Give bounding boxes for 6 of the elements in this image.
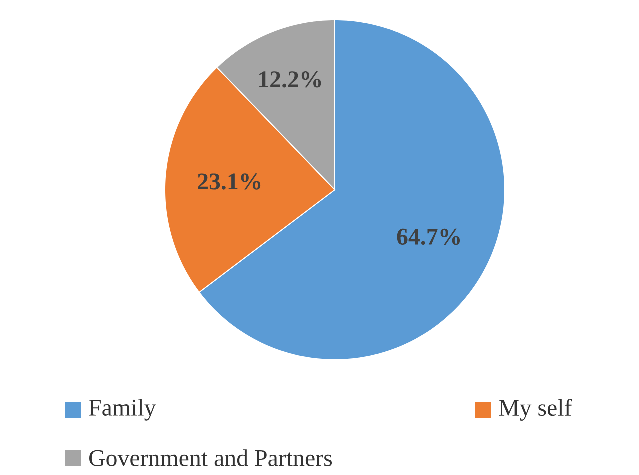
data-label: 64.7% <box>397 228 460 246</box>
legend-label: Family <box>89 399 156 421</box>
legend-label: My self <box>499 399 572 421</box>
data-label: 23.1% <box>198 174 261 190</box>
data-label: 12.2% <box>260 72 322 88</box>
legend-label: Government and Partners <box>90 450 332 466</box>
